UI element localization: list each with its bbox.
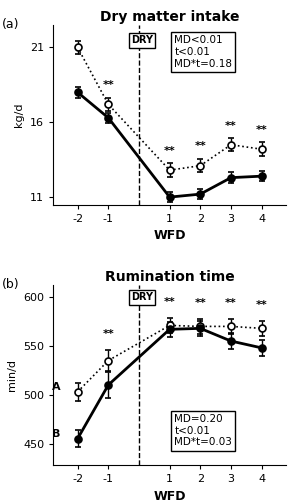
Text: DRY: DRY xyxy=(131,36,153,46)
Text: **: ** xyxy=(102,80,114,90)
Title: Dry matter intake: Dry matter intake xyxy=(100,10,239,24)
Text: B: B xyxy=(53,429,61,439)
Text: **: ** xyxy=(102,329,114,339)
X-axis label: WFD: WFD xyxy=(153,229,186,242)
Text: **: ** xyxy=(164,146,176,156)
Text: **: ** xyxy=(164,297,176,307)
Text: (a): (a) xyxy=(2,18,19,31)
Text: **: ** xyxy=(194,142,206,152)
Text: **: ** xyxy=(225,120,237,130)
Text: **: ** xyxy=(256,125,268,135)
Text: **: ** xyxy=(225,298,237,308)
Title: Rumination time: Rumination time xyxy=(105,270,235,284)
Text: MD=0.20
t<0.01
MD*t=0.03: MD=0.20 t<0.01 MD*t=0.03 xyxy=(174,414,232,448)
Y-axis label: min/d: min/d xyxy=(7,359,17,391)
Text: **: ** xyxy=(194,298,206,308)
Text: **: ** xyxy=(256,300,268,310)
Text: A: A xyxy=(52,382,61,392)
Text: (b): (b) xyxy=(2,278,19,291)
X-axis label: WFD: WFD xyxy=(153,490,186,500)
Text: DRY: DRY xyxy=(131,292,153,302)
Y-axis label: kg/d: kg/d xyxy=(14,102,24,127)
Text: MD<0.01
t<0.01
MD*t=0.18: MD<0.01 t<0.01 MD*t=0.18 xyxy=(174,36,232,68)
